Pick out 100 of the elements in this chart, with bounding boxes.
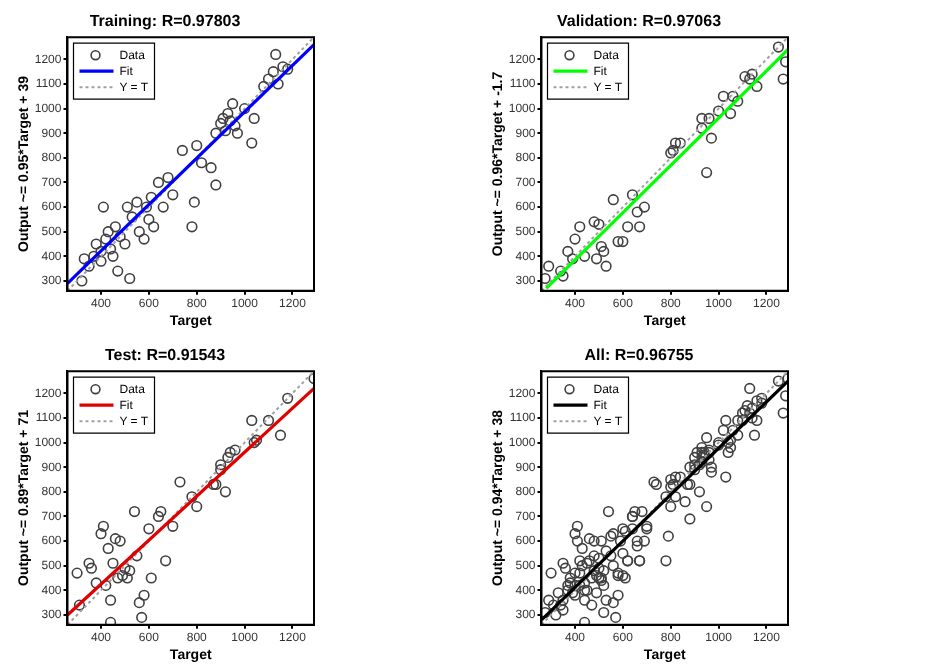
- point: [746, 68, 758, 80]
- point: [97, 520, 109, 532]
- point: [215, 117, 227, 129]
- point: [239, 103, 251, 115]
- point: [262, 73, 275, 85]
- point: [229, 444, 241, 456]
- point: [274, 429, 287, 441]
- point: [162, 171, 174, 184]
- point: [205, 162, 217, 174]
- point: [724, 107, 737, 120]
- point: [701, 167, 713, 179]
- point: [634, 221, 646, 233]
- point: [143, 523, 155, 535]
- point: [136, 611, 148, 624]
- point: [215, 464, 227, 476]
- point: [231, 127, 244, 139]
- point: [140, 201, 153, 213]
- point: [88, 250, 100, 262]
- point: [112, 572, 124, 584]
- point: [152, 510, 165, 523]
- point: [282, 63, 294, 75]
- point: [138, 233, 150, 245]
- point: [157, 201, 169, 213]
- point: [124, 565, 136, 577]
- point: [210, 179, 222, 191]
- point: [739, 70, 751, 83]
- point: [138, 589, 150, 601]
- point: [131, 196, 143, 208]
- point: [176, 144, 188, 157]
- point: [696, 112, 708, 125]
- chart-title: Training: R=0.97803: [89, 12, 242, 31]
- point: [638, 201, 651, 213]
- point: [717, 90, 729, 102]
- point: [188, 196, 200, 208]
- point: [219, 486, 232, 498]
- point: [541, 272, 551, 285]
- point: [600, 260, 612, 272]
- point: [270, 48, 282, 61]
- point: [95, 255, 107, 267]
- point: [167, 189, 179, 201]
- point: [569, 233, 581, 245]
- point: [674, 137, 686, 149]
- point: [703, 112, 715, 125]
- point: [248, 112, 260, 125]
- point: [107, 250, 119, 262]
- point: [85, 562, 98, 574]
- point: [167, 520, 179, 532]
- point: [555, 265, 567, 277]
- point: [222, 451, 234, 463]
- point: [713, 105, 725, 117]
- point: [76, 275, 88, 287]
- point: [104, 243, 117, 255]
- point: [121, 572, 133, 584]
- point: [126, 211, 138, 223]
- point: [116, 569, 129, 582]
- point: [174, 476, 186, 488]
- point: [83, 557, 95, 569]
- chart-title: Validation: R=0.97063: [556, 12, 723, 31]
- point: [145, 191, 157, 203]
- point: [143, 213, 155, 225]
- point: [772, 41, 785, 53]
- point: [186, 221, 198, 233]
- chart-title: Test: R=0.91543: [104, 346, 227, 365]
- point: [195, 157, 208, 169]
- point: [588, 216, 600, 228]
- point: [191, 501, 203, 513]
- point: [133, 226, 145, 238]
- point: [612, 235, 624, 248]
- point: [217, 112, 229, 125]
- point: [262, 414, 275, 427]
- point: [277, 61, 289, 73]
- point: [631, 206, 643, 218]
- point: [543, 260, 555, 272]
- point: [227, 98, 239, 110]
- point: [626, 189, 639, 201]
- point: [71, 567, 83, 579]
- point: [562, 245, 574, 258]
- point: [224, 446, 236, 459]
- point: [128, 505, 141, 518]
- chart-title: All: R=0.96755: [584, 346, 695, 365]
- point: [112, 265, 124, 277]
- point: [73, 599, 86, 611]
- point: [107, 557, 119, 569]
- point: [119, 238, 131, 250]
- point: [145, 572, 157, 584]
- point: [97, 201, 109, 213]
- point: [109, 533, 121, 545]
- point: [567, 253, 579, 265]
- point: [590, 253, 603, 265]
- point: [124, 272, 136, 285]
- point: [607, 194, 619, 206]
- point: [160, 555, 172, 567]
- point: [669, 137, 682, 149]
- point: [744, 73, 756, 85]
- point: [705, 132, 718, 144]
- point: [133, 597, 145, 609]
- point: [622, 221, 634, 233]
- point: [732, 95, 744, 107]
- point: [598, 245, 610, 258]
- point: [78, 253, 90, 265]
